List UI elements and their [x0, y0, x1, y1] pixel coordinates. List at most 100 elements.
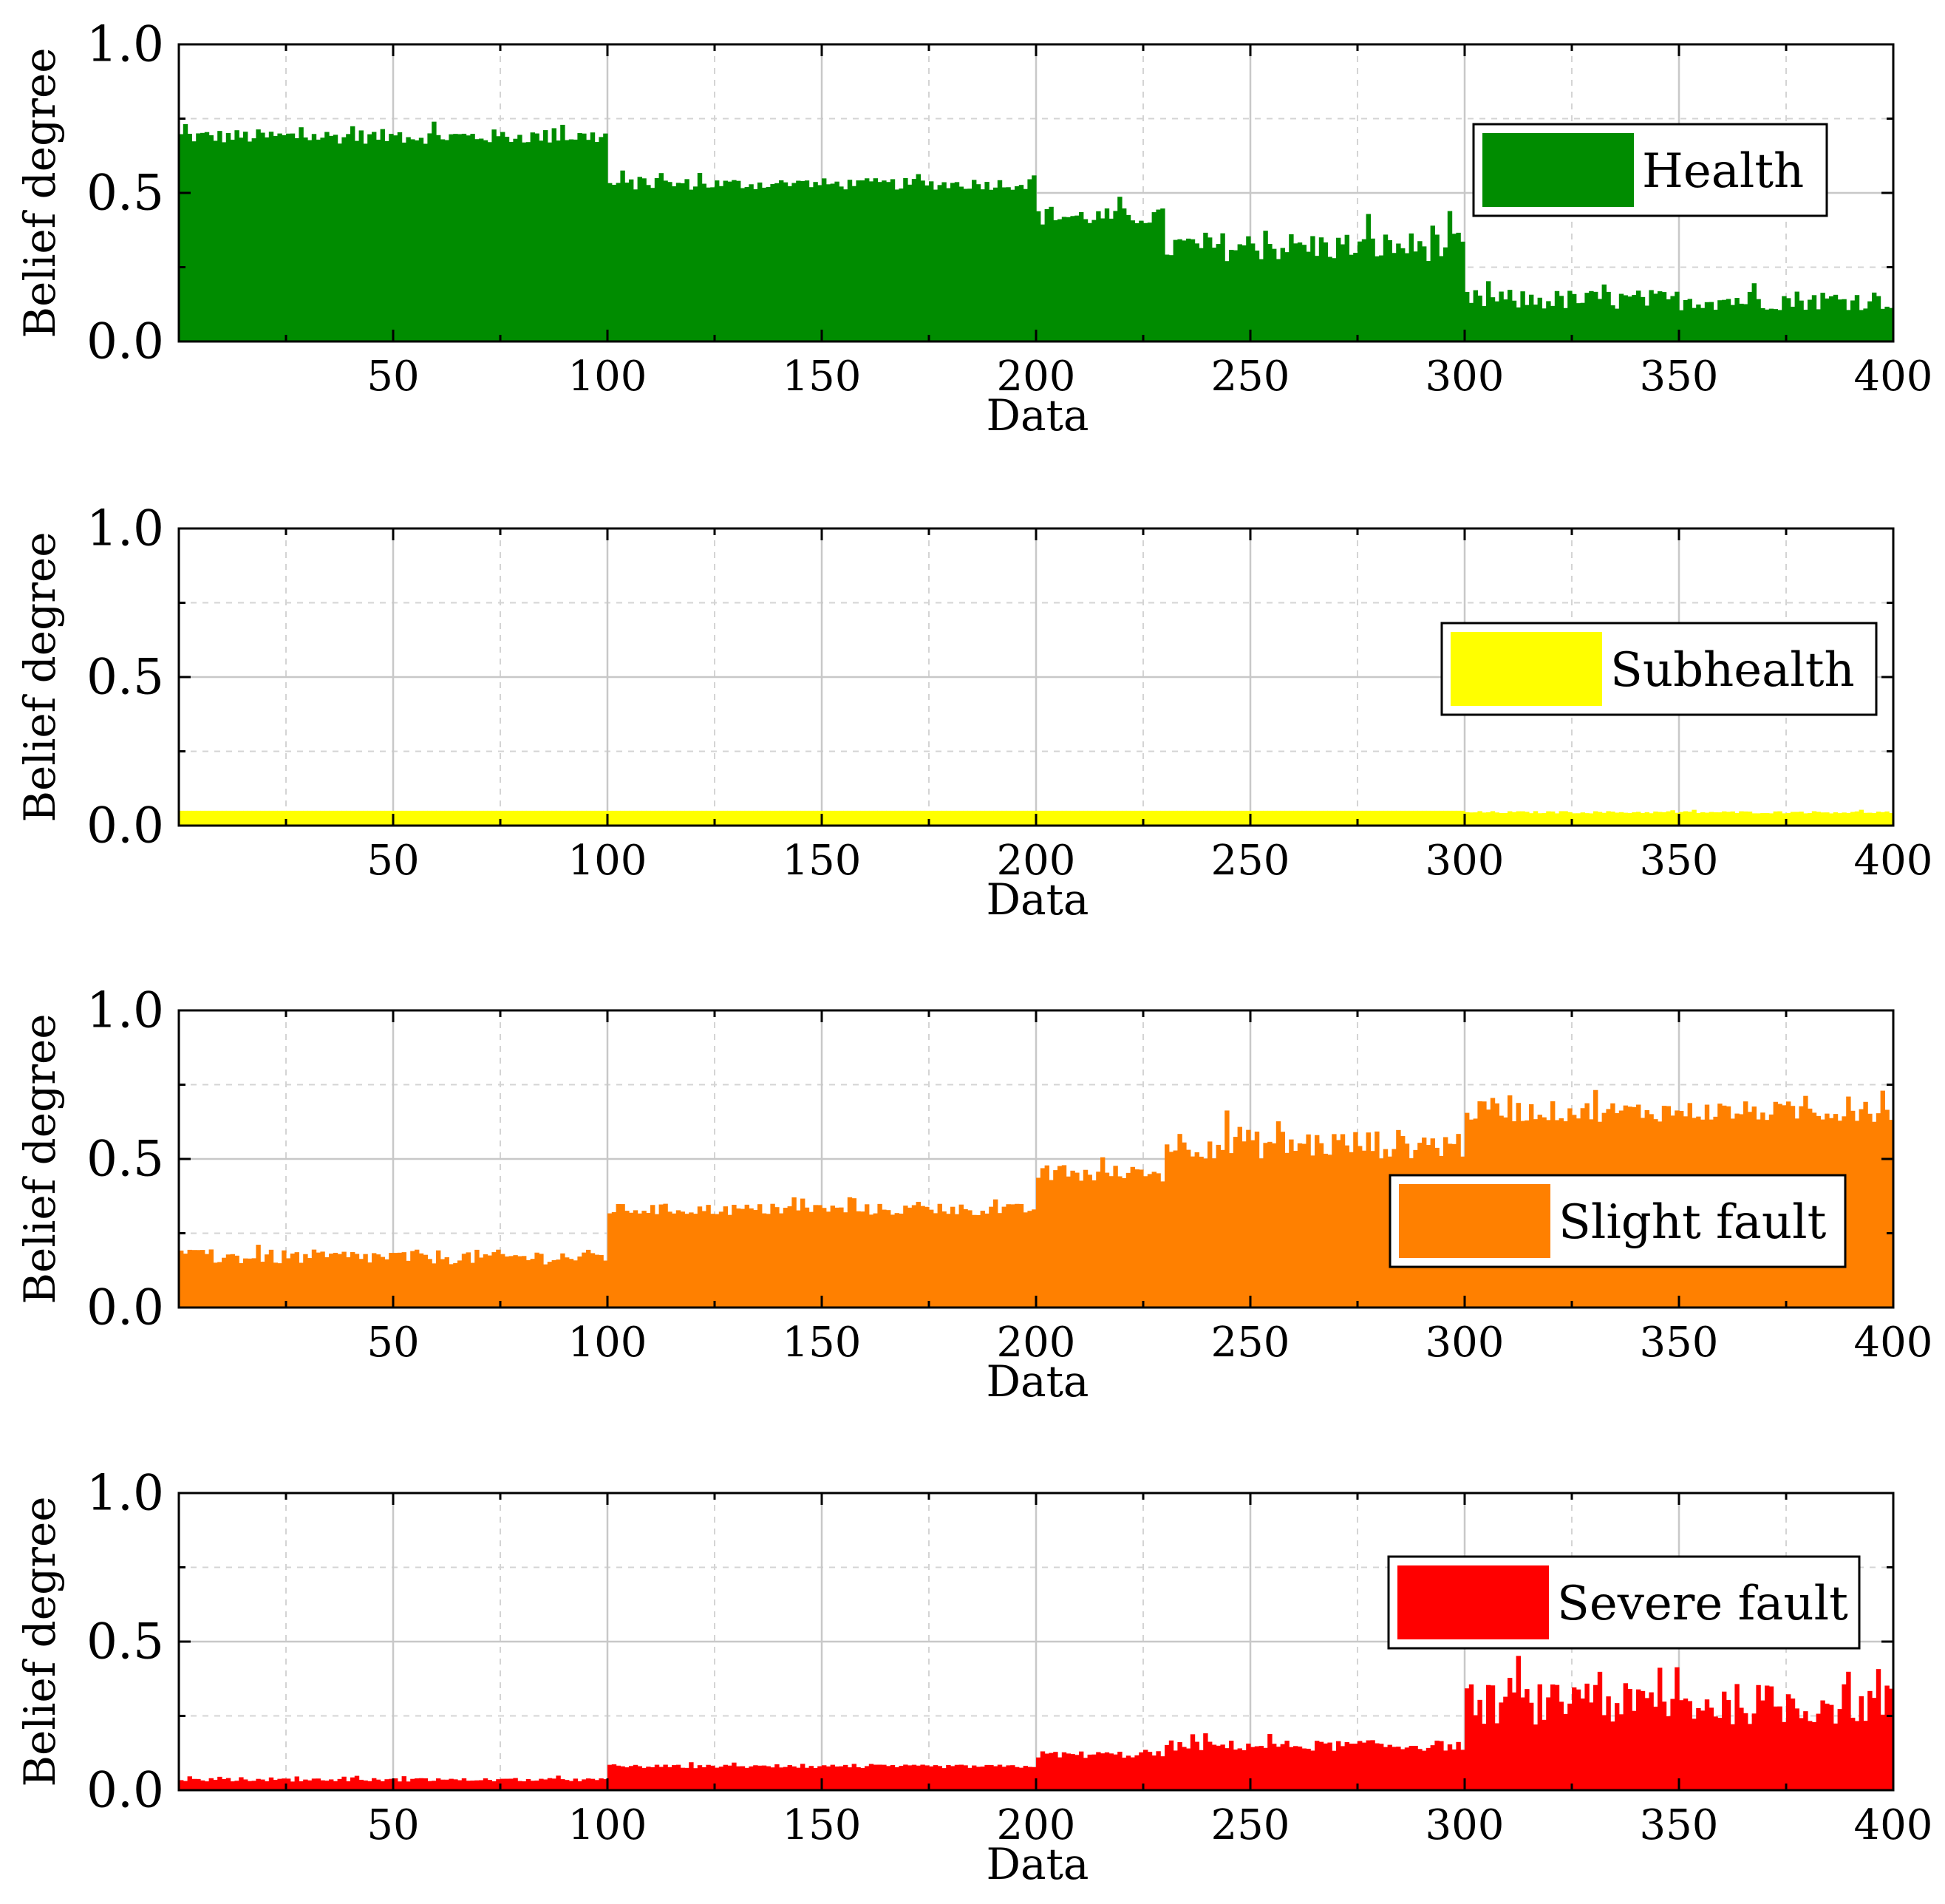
bar [1267, 1141, 1273, 1308]
bar [783, 182, 788, 341]
bar [1267, 1734, 1273, 1790]
legend-swatch [1399, 1184, 1550, 1258]
bar [1190, 1156, 1196, 1308]
bar [1340, 244, 1346, 341]
bar [817, 1766, 822, 1790]
bar [1053, 810, 1058, 826]
bar [1576, 303, 1581, 341]
bar [1370, 1740, 1375, 1790]
bar [268, 1777, 274, 1790]
bar [1057, 1166, 1063, 1308]
bar [1687, 1701, 1692, 1790]
bar [950, 810, 956, 826]
bar [187, 1776, 192, 1790]
bar [641, 810, 647, 826]
bar [1074, 810, 1080, 826]
bar [1842, 299, 1847, 341]
bar [663, 180, 668, 341]
bar [337, 1254, 342, 1308]
bar [1799, 812, 1804, 826]
bar [513, 1255, 518, 1308]
bar [1533, 305, 1539, 341]
bar [675, 1210, 681, 1308]
bar [783, 810, 788, 826]
bar [341, 1776, 347, 1790]
bar [444, 1779, 449, 1790]
bar [1015, 186, 1020, 341]
bar [1863, 1101, 1868, 1308]
bar [1130, 810, 1135, 826]
bar [1074, 215, 1080, 341]
bar [1768, 308, 1774, 341]
bar [1139, 810, 1144, 826]
bar [1794, 1708, 1799, 1790]
bar [1644, 1698, 1649, 1790]
bar [907, 1765, 913, 1790]
bar [972, 180, 977, 341]
bar [843, 1212, 848, 1308]
bar [320, 137, 325, 341]
bar [1224, 261, 1230, 341]
bar [543, 1779, 548, 1790]
bar [380, 1781, 385, 1790]
bar [1576, 813, 1581, 826]
bar [1241, 1141, 1247, 1308]
bar [787, 810, 792, 826]
bar [565, 1780, 570, 1790]
bar [1366, 1740, 1371, 1790]
bar [766, 1766, 771, 1790]
bar [200, 132, 205, 341]
bar [380, 1257, 385, 1308]
bar [1190, 1734, 1196, 1790]
bar [1717, 812, 1723, 826]
bar [508, 810, 514, 826]
bar [1267, 810, 1273, 826]
bar [320, 1251, 325, 1308]
bar [1147, 1174, 1153, 1308]
bar [1658, 291, 1663, 341]
bar [873, 810, 878, 826]
bar [954, 1214, 960, 1308]
bar [1040, 1751, 1046, 1790]
bar [440, 1779, 446, 1790]
bar [1143, 1750, 1148, 1790]
bar [1494, 301, 1499, 341]
bar [1876, 812, 1881, 826]
bar [1597, 299, 1603, 341]
tick-marks [179, 1493, 1893, 1790]
bar [684, 810, 689, 826]
bar [723, 810, 728, 826]
bar [1700, 812, 1706, 826]
bar [573, 1260, 578, 1308]
bar [539, 1778, 544, 1790]
bar [740, 810, 746, 826]
bar [1318, 1143, 1324, 1308]
bar [367, 134, 372, 341]
bar [791, 1766, 797, 1790]
bar [890, 1764, 896, 1790]
bar [590, 1778, 596, 1790]
bar [299, 127, 304, 341]
bar [903, 178, 908, 341]
bar [1417, 241, 1423, 341]
bar [675, 810, 681, 826]
y-tick-label: 0.5 [86, 1614, 164, 1670]
y-tick-label: 1.0 [86, 500, 164, 557]
bar [886, 1210, 891, 1308]
bar [1666, 299, 1671, 341]
bar [1756, 813, 1761, 826]
bar [449, 810, 454, 826]
bar [333, 810, 338, 826]
bar [800, 1198, 805, 1308]
bar [225, 810, 231, 826]
bar [213, 1779, 218, 1790]
bar [1263, 1143, 1268, 1308]
bar [341, 1251, 347, 1308]
bar [993, 810, 998, 826]
bar [243, 810, 248, 826]
bar [1768, 813, 1774, 826]
x-tick-label: 300 [1425, 837, 1505, 885]
bar [1241, 1750, 1247, 1790]
bar [1430, 810, 1435, 826]
bar [1722, 1691, 1727, 1790]
